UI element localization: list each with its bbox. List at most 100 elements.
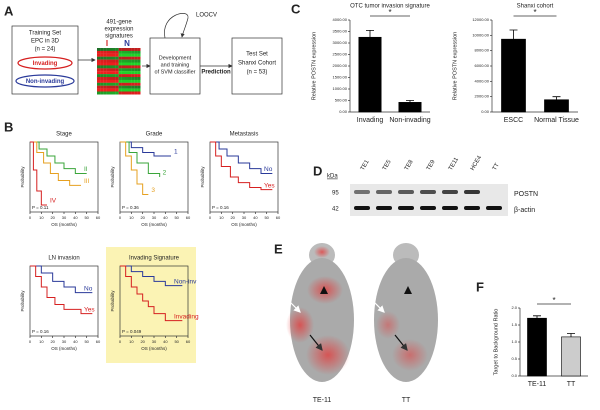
mouse [371,243,438,382]
y-axis-label: Probability [200,166,205,188]
box-text: Shanxi Cohort [238,61,276,67]
heatmap-cell [131,56,135,60]
heatmap-cell [131,48,135,51]
x-tick-label: 20 [230,215,235,220]
heatmap-cell [103,85,107,89]
y-tick-label: 12000.00 [472,17,489,22]
y-tick-label: 500.00 [335,98,348,103]
heatmap-cell [137,74,141,78]
box-text: and training [161,62,190,68]
heatmap-cell [128,74,132,78]
survival-curve [30,141,47,206]
p-value: P = 0.16 [212,205,229,210]
heatmap-cell [97,56,101,60]
heatmap-cell [128,91,132,95]
heatmap-cell [131,79,135,83]
heatmap-cell [131,91,135,95]
heatmap-cell [137,59,141,63]
heatmap-cell [97,74,101,78]
heatmap-cell [115,79,119,83]
significance: * [552,296,555,305]
bar [544,99,569,113]
x-tick-label: 50 [84,215,89,220]
heatmap-cell [118,91,122,95]
heatmap-cell [128,79,132,83]
heatmap-cell [121,53,125,57]
heatmap-cell [112,79,116,83]
heatmap-cell [109,79,113,83]
heatmap-cell [103,62,107,66]
heatmap-cell [121,68,125,72]
heatmap-cell [97,62,101,66]
lane-label: TE11 [448,156,460,172]
heatmap-cell [112,77,116,80]
heatmap-cell [112,71,116,75]
heatmap-cell [128,53,132,57]
x-tick-label: 0 [119,215,122,220]
heatmap-cell [134,53,138,57]
membrane [350,184,508,216]
x-axis-label: OS (months) [141,222,167,227]
p-value: P = 0.11 [32,205,49,210]
western-blot: kDa 95 42 POSTN β-actin TE1 TE5 TE8 TE9 TE11… [327,154,538,216]
heatmap-cell [109,50,113,54]
heatmap-cell [109,85,113,89]
imaging: TE-11 TT [284,243,444,404]
heatmap-cell [97,77,101,80]
heatmap-cell [118,50,122,54]
heatmap-cell [124,88,129,92]
heatmap-cell [124,79,129,83]
heatmap-cell [112,88,116,92]
heatmap-cell [97,50,101,54]
band [398,206,414,210]
heatmap-cell [115,59,119,63]
group-label: Invading [33,61,58,67]
x-tick-label: 20 [50,215,55,220]
band [354,206,370,210]
group-label: Non-invading [26,79,65,85]
heatmap-cell [128,56,132,60]
y-tick-label: 3000.00 [333,40,348,45]
heatmap-cell [97,59,101,63]
x-tick-label: 0 [209,215,212,220]
p-value: P = 0.16 [32,329,49,334]
x-tick-label: 60 [96,215,101,220]
heatmap-cell [134,68,138,72]
band [420,206,436,210]
survival-curve [30,141,81,186]
heatmap-cell [121,88,125,92]
heatmap-cell [118,62,122,66]
heatmap-cell [121,79,125,83]
heatmap-cell [103,79,107,83]
heatmap-cell [137,56,141,60]
heatmap-cell [124,77,129,80]
heatmap-cell [103,77,107,80]
heatmap-cell [112,53,116,57]
heatmap-cell [134,85,138,89]
y-tick-label: 2.0 [511,305,517,310]
heatmap-cell [124,74,129,78]
chart-title: Stage [56,132,72,138]
heatmap-cell [134,74,138,78]
survival-curve [120,265,183,322]
heatmap-cell [112,65,116,69]
heatmap-cell [103,74,107,78]
heatmap-cell [131,82,135,86]
p-value: P = 0.36 [122,205,139,210]
heatmap-cell [109,82,113,86]
heatmap-cell [124,68,129,72]
heatmap-cell [118,56,122,60]
panel-label: C [291,1,301,16]
y-tick-label: 2500.00 [333,52,348,57]
band [420,190,436,194]
series-label: 1 [174,149,178,156]
x-axis-label: OS (months) [51,346,77,351]
heatmap-cell [115,68,119,72]
heatmap-cell [97,48,101,51]
heatmap-cell [118,85,122,89]
heatmap-cell [124,50,129,54]
x-tick-label: 50 [84,339,89,344]
heatmap-cell [106,56,110,60]
heatmap-cell [121,62,125,66]
